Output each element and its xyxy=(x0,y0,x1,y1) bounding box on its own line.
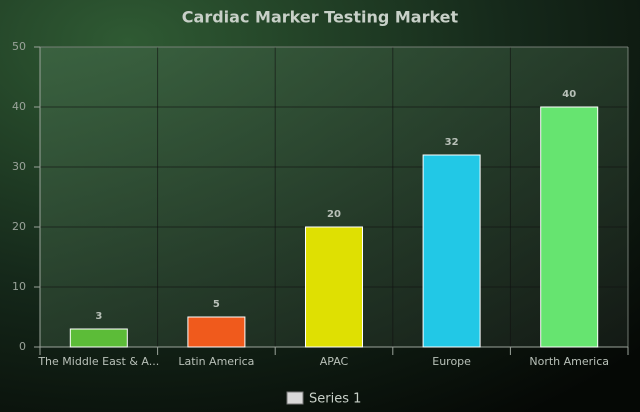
y-tick-label: 40 xyxy=(12,100,26,113)
bar xyxy=(69,328,128,348)
data-label: 5 xyxy=(213,299,220,310)
y-tick-label: 50 xyxy=(12,40,26,53)
bar xyxy=(422,154,481,348)
x-tick-label: North America xyxy=(529,355,609,368)
bar xyxy=(540,106,599,348)
y-tick-label: 30 xyxy=(12,160,26,173)
legend-label: Series 1 xyxy=(309,392,361,407)
data-label: 32 xyxy=(445,137,459,148)
data-label: 20 xyxy=(327,209,341,220)
bar xyxy=(187,316,246,348)
x-tick-label: The Middle East & A... xyxy=(37,355,159,368)
data-label: 3 xyxy=(95,311,102,322)
y-tick-label: 10 xyxy=(12,280,26,293)
data-label: 40 xyxy=(562,89,576,100)
x-tick-label: Europe xyxy=(432,355,471,368)
x-tick-label: Latin America xyxy=(178,355,254,368)
legend-swatch xyxy=(286,391,304,405)
y-tick-label: 0 xyxy=(19,340,26,353)
bar xyxy=(305,226,363,348)
x-tick-label: APAC xyxy=(320,355,349,368)
chart-title: Cardiac Marker Testing Market xyxy=(182,8,459,27)
y-tick-label: 20 xyxy=(12,220,26,233)
